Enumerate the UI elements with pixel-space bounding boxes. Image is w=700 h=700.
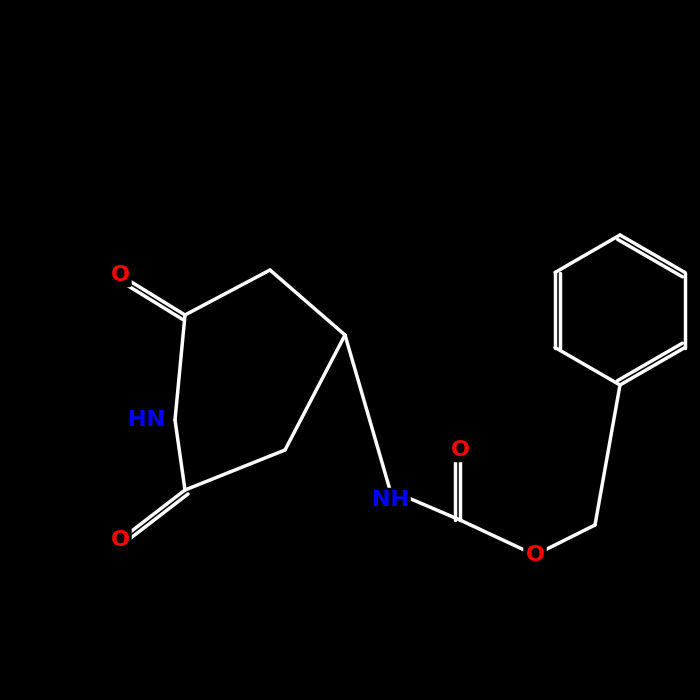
Text: NH: NH bbox=[372, 490, 409, 510]
Text: O: O bbox=[111, 530, 130, 550]
Text: O: O bbox=[451, 440, 470, 460]
Text: O: O bbox=[111, 265, 130, 285]
Text: HN: HN bbox=[128, 410, 165, 430]
Text: O: O bbox=[526, 545, 545, 565]
